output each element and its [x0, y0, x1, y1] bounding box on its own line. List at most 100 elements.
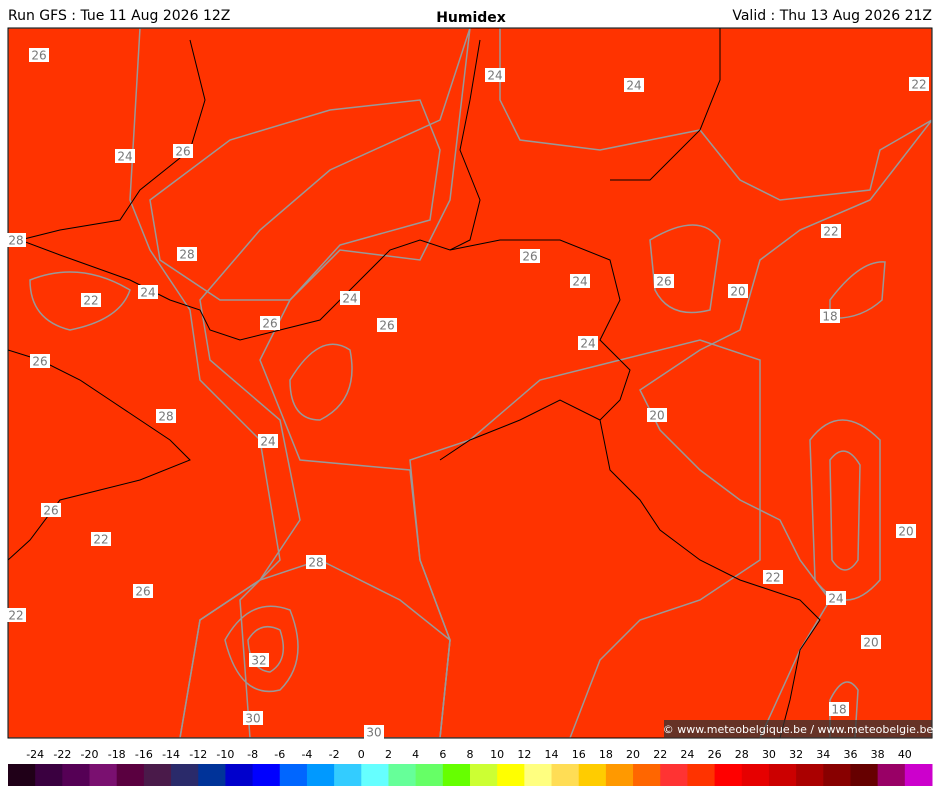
contour-label-box — [820, 309, 840, 323]
contour-label: 30 — [366, 726, 381, 740]
colorbar-swatch — [551, 764, 580, 786]
contour-label-box — [91, 532, 111, 546]
contour-label: 26 — [379, 319, 394, 333]
contour-label: 24 — [580, 337, 595, 351]
title: Humidex — [436, 10, 506, 26]
colorbar-swatch — [497, 764, 525, 786]
region — [179, 559, 451, 738]
colorbar-tick-label: -2 — [329, 748, 340, 761]
contour-label: 24 — [626, 79, 641, 93]
contour-label-box — [249, 653, 269, 667]
colorbar-swatch — [225, 764, 254, 786]
contour-label: 20 — [898, 525, 913, 539]
contour-label: 28 — [308, 556, 323, 570]
colorbar: -24 -22 -20 -18 -16 -14 -12 -10 -8 -6 -4 -2 0 2 4 6 8 10 1… — [8, 748, 933, 786]
colorbar-tick-label: 30 — [762, 748, 776, 761]
colorbar-swatch — [850, 764, 879, 786]
contour-label-box — [570, 274, 590, 288]
contour-label-box — [364, 725, 384, 739]
colorbar-swatch — [442, 764, 471, 786]
credit: © www.meteobelgique.be / www.meteobelgie… — [663, 723, 934, 736]
colorbar-tick-label: 2 — [385, 748, 392, 761]
colorbar-swatch — [796, 764, 824, 786]
colorbar-tick-label: 18 — [599, 748, 613, 761]
contour-label: 20 — [730, 285, 745, 299]
contour-label-box — [6, 233, 26, 247]
border — [439, 399, 601, 461]
contour-label-box — [306, 555, 326, 569]
region — [639, 118, 932, 738]
colorbar-tick-label: -20 — [81, 748, 99, 761]
contour-label: 26 — [31, 49, 46, 63]
colorbar-tick-label: 16 — [572, 748, 586, 761]
colorbar-swatch — [35, 764, 63, 786]
coastline — [18, 39, 481, 341]
colorbar-swatch — [8, 764, 36, 786]
contour-label-box — [728, 284, 748, 298]
map: 26 24 26 28 28 24 22 26 24 26 26 28 24 26 22 26 22 28 32 30… — [6, 27, 934, 740]
contour-label: 22 — [911, 78, 926, 92]
colorbar-swatch — [252, 764, 281, 786]
region — [649, 224, 721, 314]
contour-label: 22 — [93, 533, 108, 547]
colorbar-tick-label: 10 — [490, 748, 504, 761]
colorbar-tick-label: 28 — [735, 748, 749, 761]
contour-label: 28 — [158, 410, 173, 424]
contour-label-box — [578, 336, 598, 350]
colorbar-swatch — [660, 764, 688, 786]
colorbar-tick-label: -22 — [53, 748, 71, 761]
colorbar-tick-label: -14 — [162, 748, 180, 761]
colorbar-tick-label: 12 — [517, 748, 531, 761]
contour-label-box — [41, 503, 61, 517]
colorbar-tick-label: 0 — [358, 748, 365, 761]
valid-label: Valid : Thu 13 Aug 2026 21Z — [732, 8, 932, 24]
contour-label: 18 — [831, 703, 846, 717]
colorbar-tick-label: 32 — [789, 748, 803, 761]
contour-label-box — [647, 408, 667, 422]
colorbar-swatch — [605, 764, 634, 786]
colorbar-tick-label: -8 — [247, 748, 258, 761]
colorbar-swatch — [904, 764, 933, 786]
contour-label: 30 — [245, 712, 260, 726]
contour-label-box — [763, 570, 783, 584]
contour-label: 24 — [828, 592, 843, 606]
colorbar-swatch — [524, 764, 553, 786]
colorbar-swatch — [116, 764, 145, 786]
colorbar-swatch — [877, 764, 906, 786]
colorbar-swatch — [334, 764, 362, 786]
contour-label-box — [377, 318, 397, 332]
contour-label-box — [81, 293, 101, 307]
region — [149, 99, 441, 301]
colorbar-swatch — [415, 764, 444, 786]
contour-label-box — [861, 635, 881, 649]
colorbar-tick-label: 20 — [626, 748, 640, 761]
colorbar-swatch — [306, 764, 335, 786]
contour-label-box — [258, 434, 278, 448]
contour-label-box — [115, 149, 135, 163]
colorbar-swatch — [741, 764, 770, 786]
contour-label: 26 — [175, 145, 190, 159]
contour-label: 20 — [649, 409, 664, 423]
contour-label-box — [654, 274, 674, 288]
region — [29, 271, 131, 331]
contour-label: 26 — [32, 355, 47, 369]
run-label: Run GFS : Tue 11 Aug 2026 12Z — [8, 8, 230, 24]
colorbar-tick-label: 8 — [467, 748, 474, 761]
map-frame — [7, 27, 933, 739]
contour-label-box — [260, 316, 280, 330]
colorbar-swatch — [768, 764, 797, 786]
colorbar-tick-label: 38 — [871, 748, 885, 761]
colorbar-swatch — [470, 764, 498, 786]
contour-label: 20 — [863, 636, 878, 650]
contour-label: 24 — [342, 292, 357, 306]
contour-label-box — [896, 524, 916, 538]
contour-label: 18 — [822, 310, 837, 324]
contour-label-box — [826, 591, 846, 605]
colorbar-swatch — [388, 764, 417, 786]
contour-label-box — [520, 249, 540, 263]
colorbar-tick-label: -24 — [26, 748, 44, 761]
region — [224, 605, 299, 693]
colorbar-swatch — [687, 764, 716, 786]
contour-label-box — [909, 77, 929, 91]
